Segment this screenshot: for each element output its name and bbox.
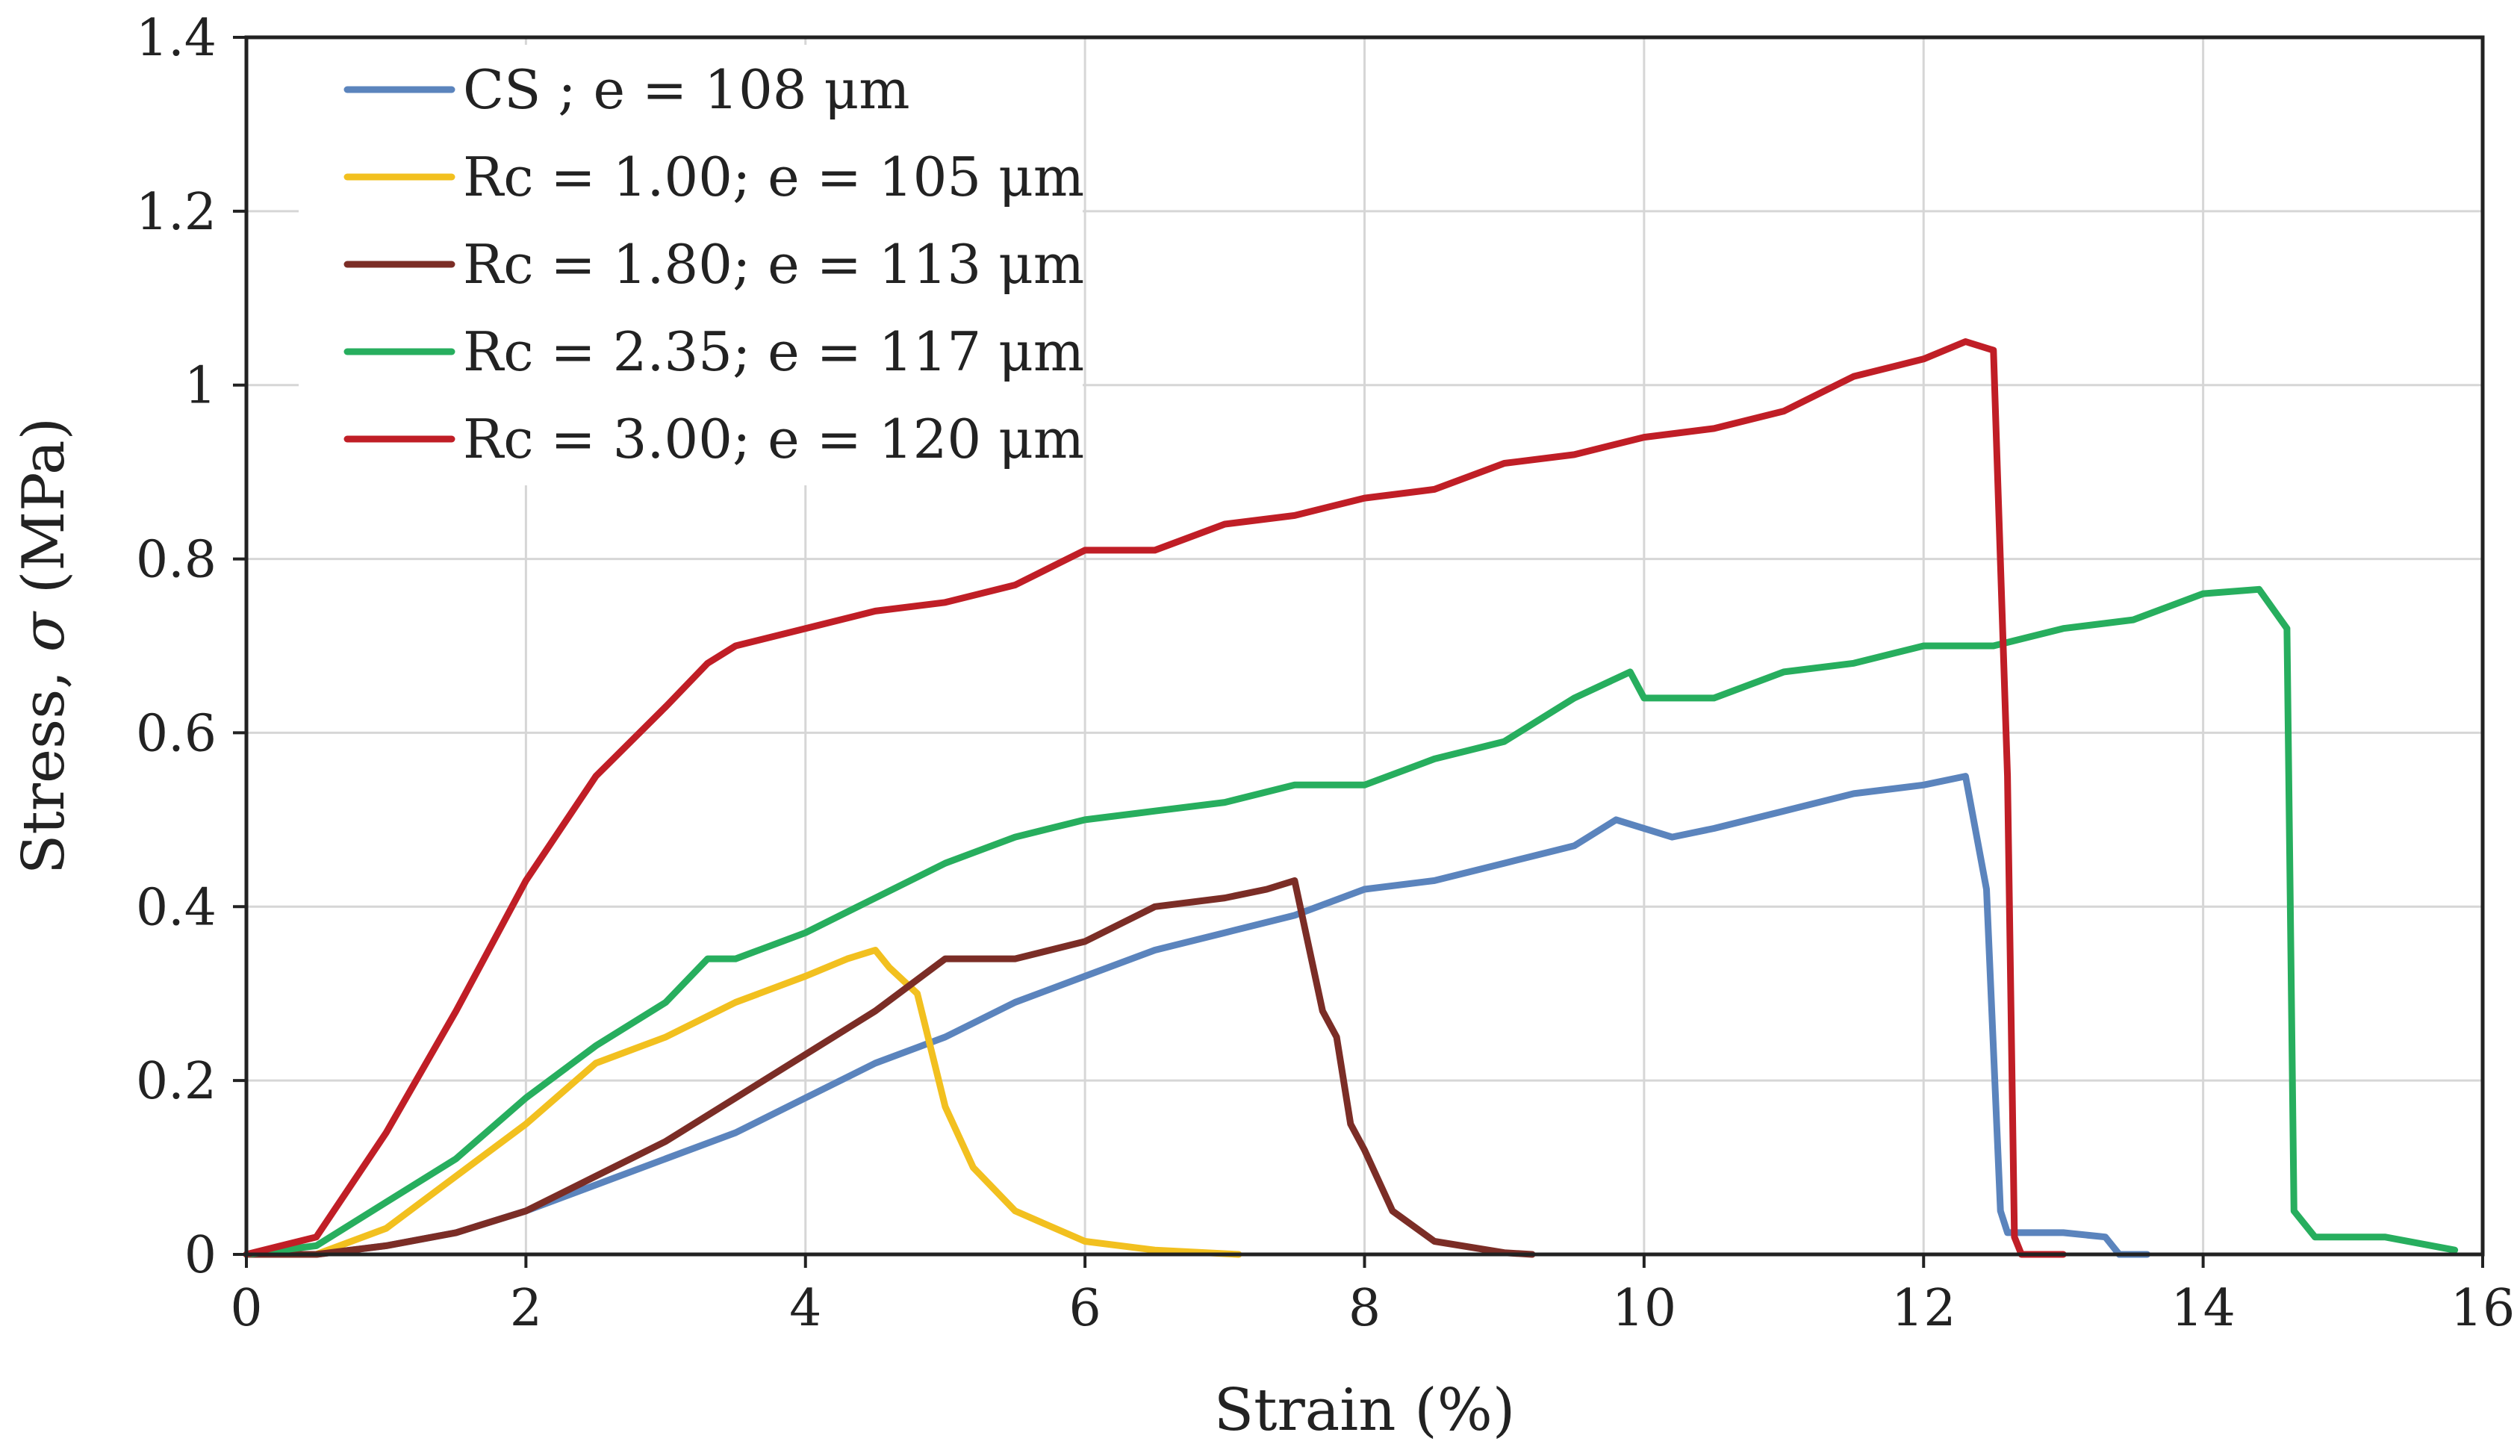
y-axis-label-unit: (MPa) [10,417,78,612]
y-tick-label: 1 [184,357,217,416]
y-tick-labels: 0 0.2 0.4 0.6 0.8 1 1.2 1.4 [136,9,217,1285]
y-tick-label: 0.8 [136,531,217,590]
legend-label-5: Rc = 3.00; e = 120 μm [463,408,1084,470]
grid [246,37,2483,1254]
x-tick-label: 6 [1068,1279,1101,1338]
x-tick-label: 4 [789,1279,821,1338]
y-tick-label: 0.2 [136,1052,217,1111]
legend-label-4: Rc = 2.35; e = 117 μm [463,320,1084,383]
legend-label-3: Rc = 1.80; e = 113 μm [463,233,1084,296]
x-tick-label: 2 [510,1279,542,1338]
y-tick-label: 1.2 [136,183,217,242]
series-line-4 [243,585,2459,1258]
y-axis-label-prefix: Stress, [10,652,78,874]
legend: CS ; e = 108 μm Rc = 1.00; e = 105 μm Rc =… [343,58,1084,470]
y-axis-label: Stress, σ (MPa) [10,417,78,874]
y-axis-label-symbol: σ [10,611,78,652]
x-tick-label: 12 [1891,1279,1956,1338]
x-tick-label: 14 [2171,1279,2236,1338]
y-tick-label: 1.4 [136,9,217,68]
y-tick-label: 0 [184,1226,217,1285]
ticks [233,36,2484,1268]
x-tick-label: 8 [1348,1279,1381,1338]
legend-label-2: Rc = 1.00; e = 105 μm [463,146,1084,208]
data-series [243,338,2459,1258]
x-tick-labels: 0 2 4 6 8 10 12 14 16 [230,1279,2515,1338]
series-line-3 [243,877,1536,1258]
x-axis-label: Strain (%) [1214,1377,1516,1444]
y-tick-label: 0.4 [136,878,217,937]
series-line-1 [243,773,2151,1258]
x-tick-label: 10 [1612,1279,1677,1338]
x-tick-label: 16 [2451,1279,2516,1338]
legend-label-1: CS ; e = 108 μm [463,58,910,121]
series-line-2 [243,947,1242,1258]
series-line-5 [243,338,2067,1258]
y-tick-label: 0.6 [136,704,217,763]
x-tick-label: 0 [230,1279,262,1338]
